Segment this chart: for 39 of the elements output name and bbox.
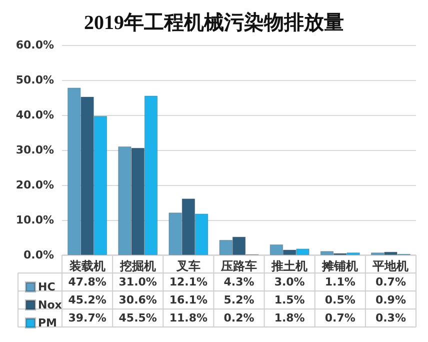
data-label: 1.8% bbox=[274, 312, 305, 324]
data-label: 0.3% bbox=[375, 312, 406, 324]
data-label: 0.9% bbox=[375, 294, 406, 306]
data-label: 0.7% bbox=[324, 312, 356, 324]
y-tick-label: 50.0% bbox=[16, 74, 54, 86]
data-label: 11.8% bbox=[169, 312, 208, 324]
data-label: 45.2% bbox=[68, 294, 106, 306]
data-label: 5.2% bbox=[224, 294, 254, 306]
legend-label: PM bbox=[38, 316, 58, 330]
x-tick-label: 装载机 bbox=[68, 259, 106, 273]
x-tick-label: 平地机 bbox=[372, 259, 409, 273]
y-tick-label: 20.0% bbox=[16, 178, 54, 192]
data-label: 3.0% bbox=[274, 276, 305, 288]
y-tick-label: 40.0% bbox=[16, 108, 54, 122]
x-tick-label: 叉车 bbox=[175, 259, 200, 273]
data-label: 4.3% bbox=[224, 276, 254, 288]
y-tick-label: 60.0% bbox=[16, 38, 54, 52]
x-tick-label: 推土机 bbox=[270, 259, 308, 273]
data-label: 16.1% bbox=[169, 294, 208, 306]
y-tick-label: 10.0% bbox=[16, 214, 54, 226]
data-label: 31.0% bbox=[118, 276, 157, 288]
x-tick-label: 挖掘机 bbox=[118, 259, 156, 273]
data-label: 1.5% bbox=[274, 294, 305, 306]
chart-title: 2019年工程机械污染物排放量 bbox=[84, 11, 344, 34]
legend-label: HC bbox=[38, 280, 56, 294]
data-label: 0.5% bbox=[324, 294, 356, 306]
data-label: 30.6% bbox=[118, 294, 157, 306]
data-label: 0.2% bbox=[224, 312, 254, 324]
x-tick-label: 压路车 bbox=[220, 259, 257, 273]
data-label: 12.1% bbox=[169, 276, 208, 288]
data-label: 45.5% bbox=[118, 312, 157, 324]
x-tick-label: 摊铺机 bbox=[321, 259, 358, 273]
y-tick-label: 0.0% bbox=[23, 248, 54, 262]
legend-label: Nox bbox=[38, 298, 62, 312]
data-label: 47.8% bbox=[68, 276, 106, 288]
data-label: 39.7% bbox=[68, 312, 106, 324]
data-label: 1.1% bbox=[324, 276, 356, 288]
y-tick-label: 30.0% bbox=[16, 144, 54, 156]
data-label: 0.7% bbox=[375, 276, 406, 288]
